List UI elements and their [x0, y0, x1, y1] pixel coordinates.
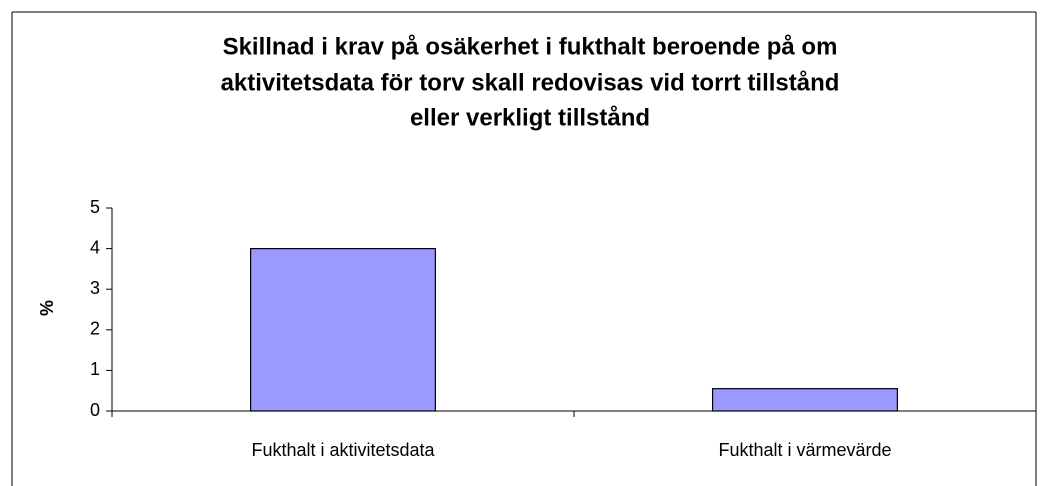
y-tick-label: 5 — [90, 197, 100, 217]
x-tick-label: Fukthalt i värmevärde — [718, 440, 891, 460]
bar — [711, 388, 898, 412]
x-tick-label: Fukthalt i aktivitetsdata — [251, 440, 435, 460]
chart-title: Skillnad i krav på osäkerhet i fukthalt … — [223, 33, 838, 60]
y-tick-label: 4 — [90, 237, 100, 257]
y-tick-label: 3 — [90, 278, 100, 298]
bar — [250, 248, 437, 412]
y-tick-label: 2 — [90, 319, 100, 339]
y-tick-label: 1 — [90, 359, 100, 379]
y-axis-label: % — [37, 300, 57, 316]
y-tick-label: 0 — [90, 400, 100, 420]
chart-title: aktivitetsdata för torv skall redovisas … — [221, 69, 840, 96]
chart-title: eller verkligt tillstånd — [410, 104, 650, 131]
